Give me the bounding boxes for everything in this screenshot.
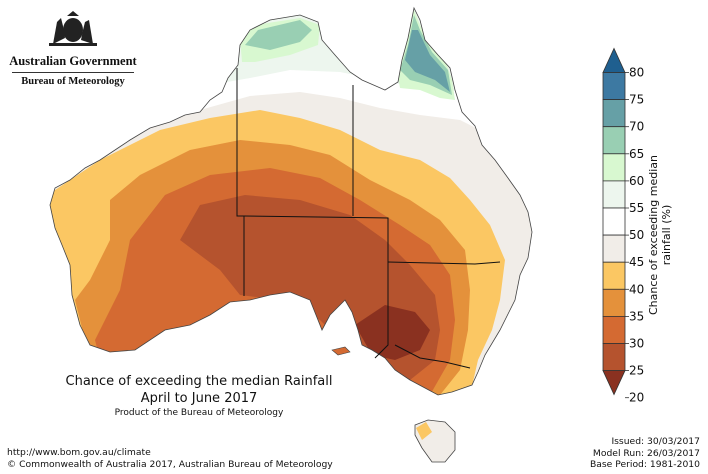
legend-arrow-top <box>602 47 626 73</box>
legend-tick-label: 60 <box>629 174 644 188</box>
legend-tick-label: 50 <box>629 228 644 242</box>
legend-swatch <box>602 315 626 344</box>
footer-left: http://www.bom.gov.au/climate © Commonwe… <box>7 447 333 471</box>
legend-swatch <box>602 207 626 236</box>
legend-tick-label: 25 <box>629 364 644 378</box>
coat-of-arms-icon <box>49 11 97 46</box>
legend-bar: 80 75 70 65 60 55 50 45 40 35 30 25 20 <box>602 47 644 405</box>
legend-tick-label: 70 <box>629 120 644 134</box>
legend-tick-label: 80 <box>629 66 644 80</box>
legend-swatch <box>602 234 626 263</box>
footer-right: Issued: 30/03/2017 Model Run: 26/03/2017… <box>590 436 700 471</box>
legend-tick-label: 65 <box>629 147 644 161</box>
coastline <box>49 6 533 396</box>
government-name: Australian Government <box>9 54 137 68</box>
base-period: Base Period: 1981-2010 <box>589 459 700 470</box>
legend-tick-label: 75 <box>629 93 644 107</box>
legend-tick-label: 40 <box>629 282 644 296</box>
legend-swatch <box>602 126 626 155</box>
issued-date: Issued: 30/03/2017 <box>611 436 700 447</box>
website-url: http://www.bom.gov.au/climate <box>7 447 151 458</box>
legend-tick-label: 55 <box>629 201 644 215</box>
legend-title: Chance of exceeding median rainfall (%) <box>647 155 673 315</box>
legend-swatch <box>602 343 626 372</box>
state-borders <box>236 68 501 369</box>
legend-tick-label: 45 <box>629 255 644 269</box>
legend-swatch <box>602 261 626 290</box>
legend-swatch <box>602 72 626 101</box>
kangaroo-island <box>331 346 351 356</box>
bureau-name: Bureau of Meteorology <box>12 72 134 87</box>
model-run-date: Model Run: 26/03/2017 <box>592 447 700 459</box>
legend-arrow-bottom <box>602 370 626 396</box>
legend-swatch <box>602 153 626 182</box>
legend-tick-label: 20 <box>629 391 644 405</box>
legend-swatch <box>602 288 626 317</box>
product-credit: Product of the Bureau of Meteorology <box>114 408 284 418</box>
copyright-notice: © Commonwealth of Australia 2017, Austra… <box>7 459 333 470</box>
legend-tick-label: 30 <box>629 337 644 351</box>
government-logo: Australian Government Bureau of Meteorol… <box>8 8 138 87</box>
tasmania-band <box>416 422 432 440</box>
legend-swatch <box>602 180 626 209</box>
legend-swatch <box>602 99 626 128</box>
legend-tick-label: 35 <box>629 309 644 323</box>
map-period: April to June 2017 <box>140 391 258 406</box>
map-title: Chance of exceeding the median Rainfall <box>65 374 333 389</box>
